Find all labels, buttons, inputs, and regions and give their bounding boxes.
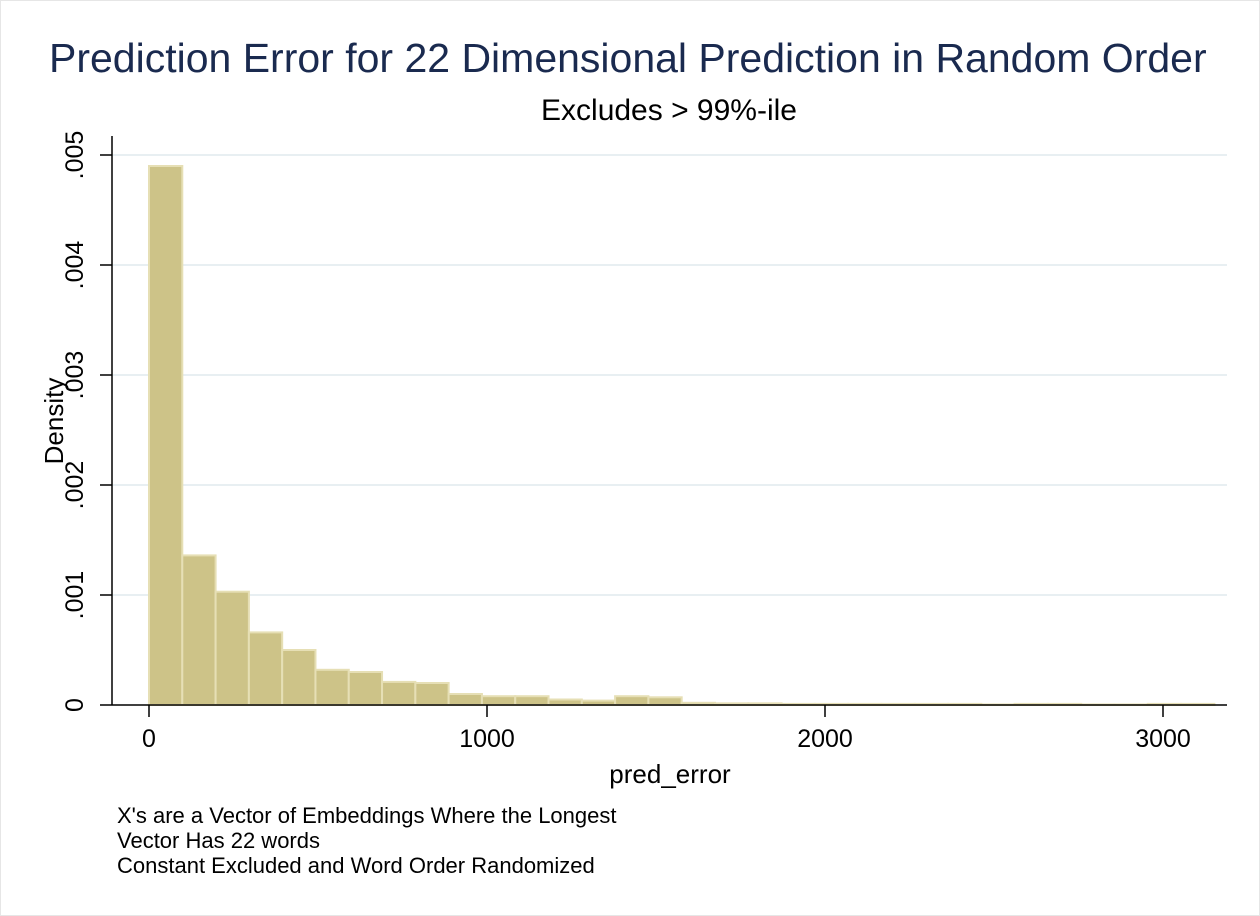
- x-tick-label: 1000: [459, 725, 515, 753]
- chart-title: Prediction Error for 22 Dimensional Pred…: [49, 35, 1207, 81]
- y-tick-label: .003: [61, 351, 89, 400]
- note-line: X's are a Vector of Embeddings Where the…: [117, 803, 617, 828]
- histogram-bar: [381, 680, 417, 707]
- histogram-bar: [514, 695, 550, 707]
- x-tick-label: 3000: [1135, 725, 1191, 753]
- axes: [111, 136, 1227, 706]
- histogram-bar: [647, 696, 683, 706]
- histogram-bar: [181, 554, 217, 707]
- y-tick-label: .002: [61, 461, 89, 510]
- histogram-bar: [347, 671, 384, 706]
- histogram-bar: [281, 649, 317, 706]
- histogram-bar: [247, 631, 284, 707]
- gridlines: [112, 154, 1227, 596]
- y-axis-label: Density: [39, 378, 69, 465]
- chart-notes: X's are a Vector of Embeddings Where the…: [117, 803, 617, 878]
- x-axis-ticks: 0 1000 2000 3000: [142, 705, 1191, 753]
- histogram-bar: [614, 695, 650, 707]
- y-tick-label: 0: [61, 698, 89, 712]
- y-tick-label: .005: [61, 131, 89, 180]
- y-tick-label: .004: [61, 241, 89, 290]
- note-line: Vector Has 22 words: [117, 828, 320, 853]
- histogram-bar: [447, 693, 483, 706]
- histogram-bar: [314, 668, 350, 706]
- x-tick-label: 2000: [797, 725, 853, 753]
- x-axis-label: pred_error: [609, 759, 731, 789]
- histogram-bar: [148, 165, 184, 706]
- y-axis-ticks: 0 .001 .002 .003 .004 .005: [61, 131, 112, 712]
- y-tick-label: .001: [61, 571, 89, 620]
- chart-subtitle: Excludes > 99%-ile: [541, 94, 797, 127]
- histogram-bar: [480, 695, 517, 707]
- histogram-bars: [148, 165, 1216, 707]
- histogram-bar: [547, 698, 583, 706]
- histogram-bar: [414, 682, 450, 706]
- histogram-bar: [214, 590, 250, 707]
- x-tick-label: 0: [142, 725, 156, 753]
- note-line: Constant Excluded and Word Order Randomi…: [117, 853, 595, 878]
